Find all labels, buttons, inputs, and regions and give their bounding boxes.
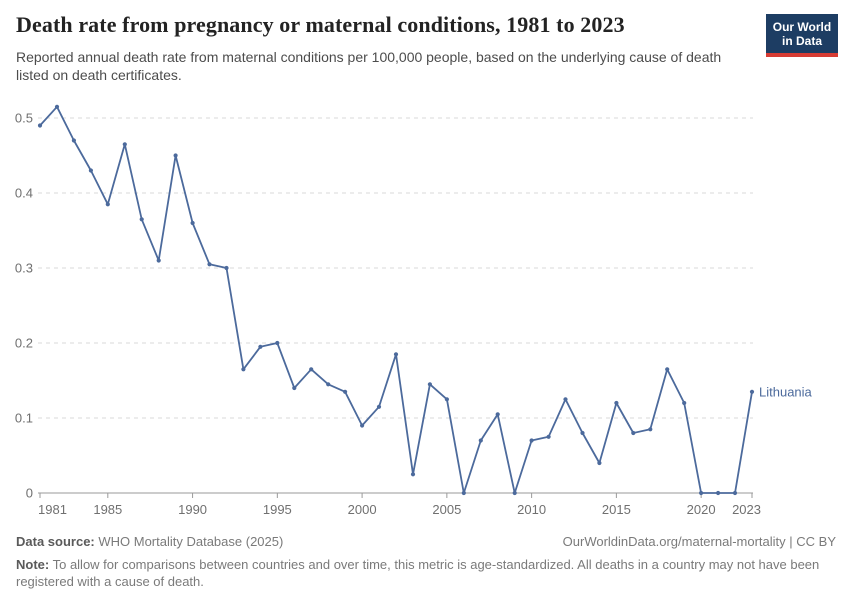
data-point — [444, 397, 449, 402]
y-tick-label: 0.3 — [15, 261, 33, 276]
data-point — [410, 472, 416, 477]
data-point — [665, 367, 670, 372]
data-point — [309, 367, 314, 372]
x-tick-label: 2015 — [602, 502, 631, 517]
data-point — [71, 138, 76, 143]
data-point — [699, 490, 704, 496]
data-point — [376, 404, 382, 409]
data-point — [546, 434, 551, 439]
data-point — [427, 382, 432, 387]
chart-footer: Data source: WHO Mortality Database (202… — [16, 534, 836, 549]
data-point — [105, 202, 110, 207]
x-tick-label: 2000 — [348, 502, 377, 517]
data-point — [597, 460, 602, 466]
x-tick-label: 1990 — [178, 502, 207, 517]
data-point — [326, 382, 331, 387]
data-point — [173, 153, 178, 158]
data-point — [563, 397, 568, 402]
data-point — [682, 400, 687, 406]
x-tick-label: 2010 — [517, 502, 546, 517]
x-tick-label: 2005 — [432, 502, 461, 517]
x-tick-label: 1985 — [93, 502, 122, 517]
y-tick-label: 0.4 — [15, 186, 33, 201]
note-value: To allow for comparisons between countri… — [16, 557, 820, 589]
data-point — [88, 168, 93, 173]
note-label: Note: — [16, 557, 50, 572]
data-source-label: Data source: — [16, 534, 95, 549]
data-point — [495, 412, 500, 417]
x-tick-label: 2023 — [732, 502, 761, 517]
x-tick-label: 1995 — [263, 502, 292, 517]
data-point — [37, 123, 43, 128]
data-point — [139, 217, 144, 222]
x-tick-label: 2020 — [687, 502, 716, 517]
data-point — [716, 490, 721, 496]
y-tick-label: 0 — [26, 486, 33, 501]
x-tick-label: 1981 — [38, 502, 67, 517]
y-tick-label: 0.5 — [15, 111, 33, 126]
data-point — [478, 438, 483, 443]
trend-line — [39, 105, 753, 494]
data-point — [512, 490, 517, 496]
data-point — [732, 490, 738, 496]
data-source-value: WHO Mortality Database (2025) — [94, 534, 284, 549]
data-point — [614, 400, 619, 406]
data-point — [343, 389, 348, 394]
owid-logo-line1: Our World — [772, 20, 832, 34]
data-point — [461, 490, 466, 496]
data-point — [224, 265, 229, 271]
data-point — [241, 367, 246, 372]
data-point — [292, 385, 297, 391]
data-point — [156, 258, 161, 263]
data-point — [54, 104, 60, 109]
data-point — [580, 430, 585, 436]
chart-subtitle: Reported annual death rate from maternal… — [16, 49, 722, 83]
series-label[interactable]: Lithuania — [759, 384, 813, 399]
data-point — [631, 430, 636, 436]
data-point — [258, 344, 263, 349]
page-title: Death rate from pregnancy or maternal co… — [16, 12, 625, 37]
chart-note: Note: To allow for comparisons between c… — [16, 556, 836, 590]
data-point — [393, 352, 399, 357]
y-tick-label: 0.1 — [15, 411, 33, 426]
data-point — [207, 262, 212, 267]
data-point — [122, 142, 127, 147]
data-point — [275, 340, 280, 346]
owid-link[interactable]: OurWorldinData.org/maternal-mortality | … — [562, 534, 836, 549]
data-point — [529, 438, 534, 443]
data-point — [190, 220, 195, 226]
data-source: Data source: WHO Mortality Database (202… — [16, 534, 283, 549]
owid-logo: Our World in Data — [766, 14, 838, 57]
owid-logo-line2: in Data — [781, 34, 822, 48]
data-point — [749, 389, 755, 394]
data-point — [360, 423, 365, 428]
y-tick-label: 0.2 — [15, 336, 33, 351]
data-point — [648, 427, 653, 432]
